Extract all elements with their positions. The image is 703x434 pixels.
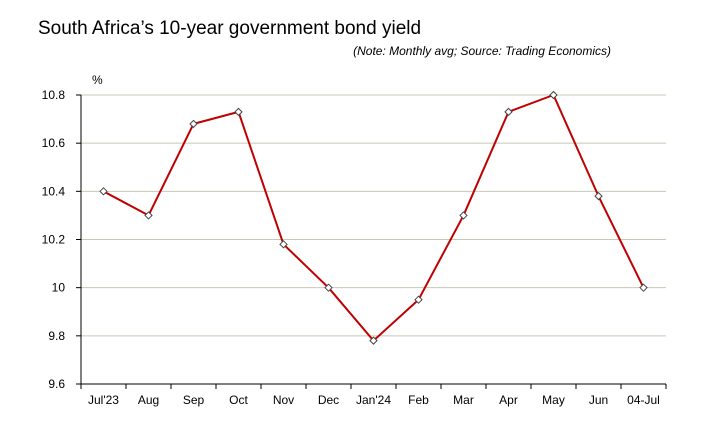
- series-line: [103, 94, 645, 342]
- chart-subtitle: (Note: Monthly avg; Source: Trading Econ…: [353, 44, 611, 58]
- x-tick-label: Jan'24: [356, 393, 391, 407]
- data-point: [459, 211, 468, 220]
- data-point: [549, 90, 558, 100]
- data-point: [639, 283, 648, 292]
- x-tick-label: Nov: [273, 393, 294, 407]
- data-point: [504, 107, 513, 117]
- x-tick-label: Dec: [318, 393, 339, 407]
- x-tick-label: Mar: [453, 393, 474, 407]
- data-point: [279, 240, 288, 249]
- x-tick-label: Aug: [138, 393, 159, 407]
- y-tick-label: 10.2: [42, 233, 66, 247]
- data-point: [369, 336, 378, 345]
- x-tick-label: Sep: [183, 393, 205, 407]
- y-tick-labels: 9.6 9.8 10 10.2 10.4 10.6 10.8: [42, 88, 66, 391]
- data-point: [414, 295, 423, 304]
- data-point: [324, 283, 333, 292]
- data-point: [594, 191, 603, 201]
- y-tick-label: 10.8: [42, 88, 66, 102]
- gridlines: [81, 94, 666, 337]
- x-tick-labels: Jul'23 Aug Sep Oct Nov Dec Jan'24 Feb Mar Apr May J…: [88, 393, 660, 407]
- y-tick-label: 10: [52, 281, 66, 295]
- x-tick-label: May: [542, 393, 565, 407]
- x-tick-label: Apr: [499, 393, 518, 407]
- x-tick-label: Feb: [408, 393, 429, 407]
- data-point: [144, 211, 153, 220]
- data-point: [189, 119, 198, 129]
- x-tick-label: Jul'23: [88, 393, 119, 407]
- series: [99, 90, 648, 345]
- y-tick-label: 9.6: [48, 377, 65, 391]
- chart-title: South Africa’s 10-year government bond y…: [38, 18, 422, 39]
- data-point: [234, 107, 243, 117]
- y-tick-label: 9.8: [48, 329, 65, 343]
- axes: [76, 94, 667, 389]
- x-tick-label: 04-Jul: [627, 393, 660, 407]
- x-tick-label: Oct: [229, 393, 248, 407]
- y-tick-label: 10.4: [42, 184, 66, 198]
- y-axis-label: %: [92, 73, 103, 87]
- data-point: [99, 187, 108, 196]
- y-tick-label: 10.6: [42, 136, 66, 150]
- x-tick-label: Jun: [589, 393, 608, 407]
